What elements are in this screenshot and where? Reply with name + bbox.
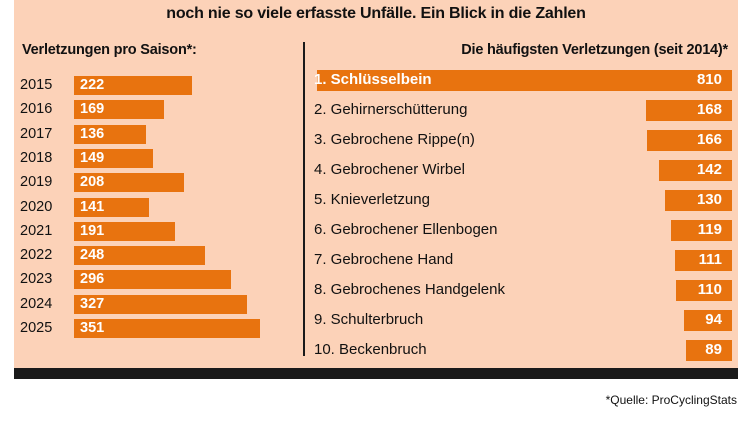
season-bar-value: 327 bbox=[80, 295, 105, 312]
season-bar: 351 bbox=[74, 319, 261, 338]
injury-bar-value: 111 bbox=[698, 251, 722, 268]
injury-chart-title: Die häufigsten Verletzungen (seit 2014)* bbox=[461, 42, 728, 58]
source-note: *Quelle: ProCyclingStats bbox=[605, 393, 737, 407]
season-year-label: 2025 bbox=[20, 320, 53, 336]
season-bar: 169 bbox=[74, 100, 164, 120]
injury-bar: 166 bbox=[647, 130, 732, 151]
injury-bar: 110 bbox=[675, 280, 732, 301]
injury-label: 5. Knieverletzung bbox=[314, 191, 430, 208]
season-bar-value: 141 bbox=[80, 198, 105, 215]
season-bar: 149 bbox=[74, 148, 153, 168]
injury-label: 7. Gebrochene Hand bbox=[314, 251, 454, 268]
injury-bar-value: 810 bbox=[696, 71, 722, 88]
injury-label: 2. Gehirnerschütterung bbox=[314, 101, 468, 118]
season-year-label: 2016 bbox=[20, 101, 53, 118]
season-year-label: 2017 bbox=[20, 125, 53, 142]
season-year-label: 2015 bbox=[20, 77, 53, 93]
injury-bar-value: 130 bbox=[696, 191, 722, 208]
season-bar-value: 169 bbox=[80, 101, 105, 118]
season-bar: 327 bbox=[74, 294, 248, 314]
season-bar: 136 bbox=[74, 124, 147, 144]
chart-panel: noch nie so viele erfasste Unfälle. Ein … bbox=[14, 0, 738, 368]
season-year-label: 2022 bbox=[20, 247, 53, 264]
season-bar: 222 bbox=[74, 76, 192, 95]
season-year-label: 2024 bbox=[20, 295, 53, 312]
injury-bar: 119 bbox=[671, 220, 732, 241]
injury-label: 9. Schulterbruch bbox=[314, 311, 424, 328]
season-bar-value: 149 bbox=[80, 149, 105, 166]
headline: noch nie so viele erfasste Unfälle. Ein … bbox=[166, 5, 586, 22]
season-bar-value: 191 bbox=[80, 222, 105, 239]
season-bar-value: 296 bbox=[80, 271, 105, 288]
injury-label: 8. Gebrochenes Handgelenk bbox=[314, 281, 505, 298]
injury-bar-value: 94 bbox=[705, 311, 722, 328]
footer-bar bbox=[14, 368, 738, 379]
season-bar: 296 bbox=[74, 270, 231, 290]
injury-bar: 810 bbox=[317, 70, 732, 91]
season-bar-value: 351 bbox=[80, 320, 105, 336]
season-bar-value: 208 bbox=[80, 174, 105, 191]
injury-bar-value: 142 bbox=[696, 161, 722, 178]
injury-label: 6. Gebrochener Ellenbogen bbox=[314, 221, 498, 238]
injury-bar: 94 bbox=[683, 310, 732, 331]
season-year-label: 2020 bbox=[20, 198, 53, 215]
injury-label: 1. Schlüsselbein bbox=[314, 71, 432, 88]
season-bar-value: 136 bbox=[80, 125, 105, 142]
season-bar-value: 248 bbox=[80, 247, 105, 264]
season-bar: 191 bbox=[74, 221, 176, 241]
injury-bar-value: 166 bbox=[696, 131, 722, 148]
injury-bar: 111 bbox=[675, 250, 732, 271]
season-chart-title: Verletzungen pro Saison*: bbox=[22, 42, 197, 58]
season-year-label: 2021 bbox=[20, 222, 53, 239]
injury-bar: 130 bbox=[665, 190, 732, 211]
injury-bar-value: 89 bbox=[705, 341, 722, 358]
season-bar-value: 222 bbox=[80, 77, 105, 93]
injury-bar: 142 bbox=[659, 160, 732, 181]
season-year-label: 2018 bbox=[20, 149, 53, 166]
injury-bar-value: 110 bbox=[697, 281, 722, 298]
season-year-label: 2019 bbox=[20, 174, 53, 191]
injury-bar-value: 119 bbox=[697, 221, 722, 238]
season-year-label: 2023 bbox=[20, 271, 53, 288]
season-bar: 248 bbox=[74, 246, 206, 266]
season-bar: 141 bbox=[74, 197, 149, 217]
injury-bar: 89 bbox=[686, 340, 732, 361]
injury-label: 3. Gebrochene Rippe(n) bbox=[314, 131, 475, 148]
injury-bar: 168 bbox=[645, 100, 732, 121]
injury-label: 10. Beckenbruch bbox=[314, 341, 427, 358]
injury-label: 4. Gebrochener Wirbel bbox=[314, 161, 465, 178]
season-bar: 208 bbox=[74, 173, 185, 193]
column-divider bbox=[303, 42, 305, 356]
injury-bar-value: 168 bbox=[696, 101, 722, 118]
